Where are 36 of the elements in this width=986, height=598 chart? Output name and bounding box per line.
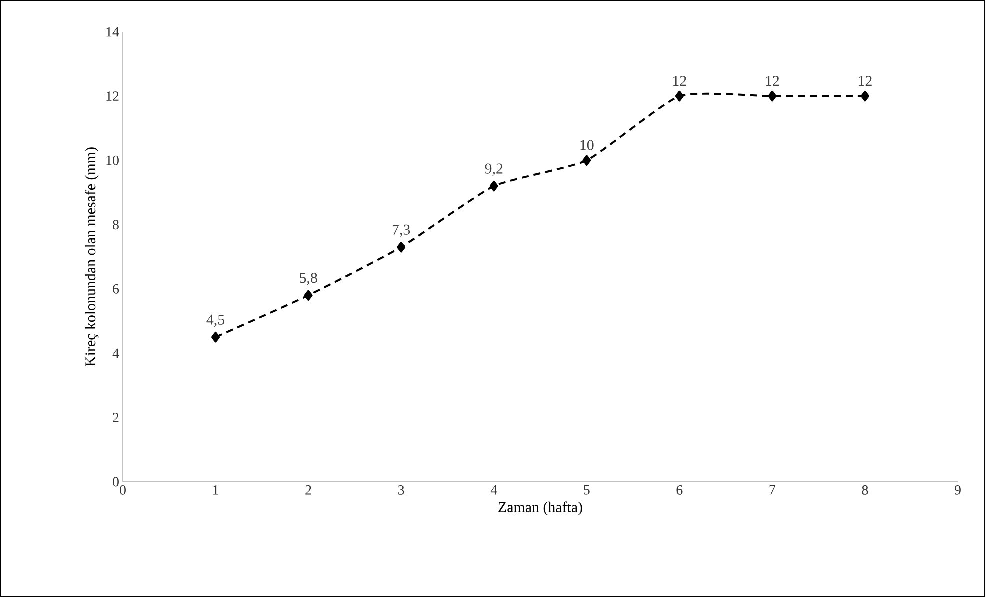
x-tick-label: 4	[490, 486, 498, 495]
x-tick-label: 3	[398, 486, 404, 495]
y-tick-label: 2	[113, 413, 119, 422]
point	[397, 242, 406, 253]
x-tick-label: 2	[306, 486, 312, 495]
point	[211, 332, 220, 343]
data-label: 12	[859, 76, 872, 86]
data-label: 7,3	[392, 224, 410, 238]
x-tick-label: 5	[584, 486, 590, 495]
data-label: 4,5	[206, 314, 225, 328]
y-axis-title: Kireç kolonundan olan mesafe (mm)	[84, 148, 99, 367]
point	[860, 90, 870, 102]
y-tick-label: 6	[113, 284, 120, 294]
point	[490, 180, 498, 192]
point	[768, 90, 777, 102]
y-tick-label: 0	[113, 477, 119, 487]
point	[675, 90, 684, 102]
x-tick-label: 1	[214, 486, 218, 495]
data-label: 12	[674, 76, 686, 86]
x-tick-label: 0	[120, 486, 126, 495]
x-axis-title: Zaman (hafta)	[498, 502, 582, 516]
y-tick-label: 10	[106, 156, 119, 166]
data-label: 5,8	[300, 273, 318, 286]
y-tick-label: 14	[106, 27, 120, 37]
x-tick-label: 6	[676, 486, 683, 495]
data-label: 12	[766, 76, 780, 86]
y-tick-label: 12	[106, 92, 119, 101]
data-label: 9,2	[485, 164, 503, 176]
x-tick-label: 7	[770, 486, 776, 495]
y-tick-label: 8	[113, 220, 119, 230]
point	[582, 155, 592, 166]
y-tick-label: 4	[112, 348, 120, 358]
x-tick-label: 8	[862, 486, 868, 495]
data-label: 10	[580, 140, 594, 150]
x-tick-label: 9	[954, 486, 961, 495]
point	[304, 290, 313, 301]
